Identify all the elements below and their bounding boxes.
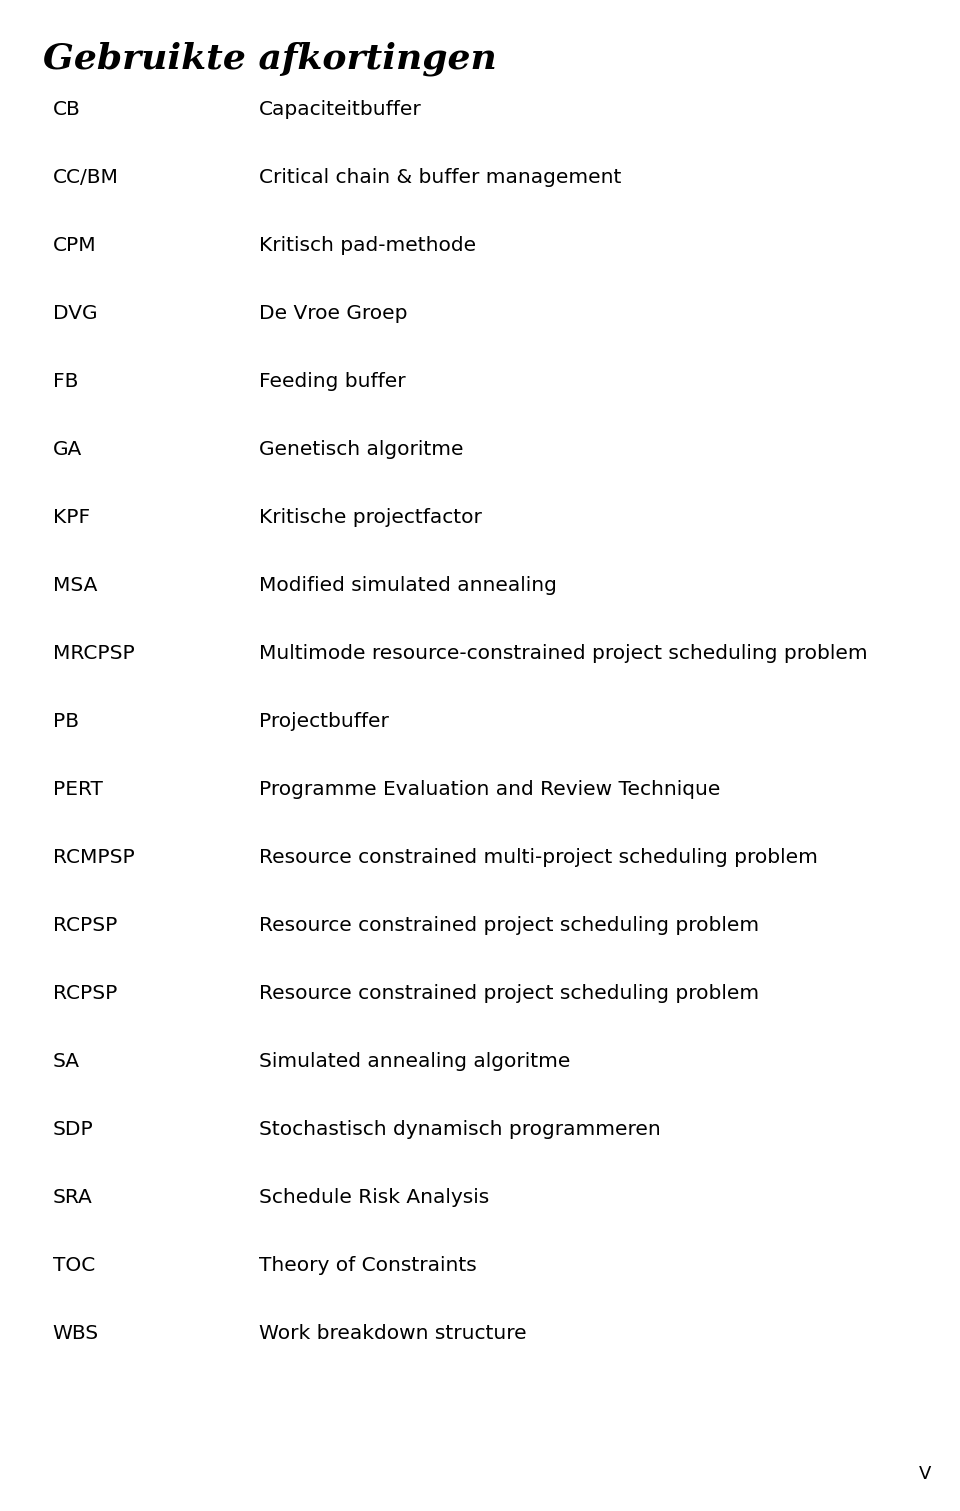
Text: Resource constrained project scheduling problem: Resource constrained project scheduling … [259,916,759,935]
Text: Kritisch pad-methode: Kritisch pad-methode [259,236,476,255]
Text: Critical chain & buffer management: Critical chain & buffer management [259,168,621,187]
Text: DVG: DVG [53,304,97,323]
Text: Programme Evaluation and Review Technique: Programme Evaluation and Review Techniqu… [259,780,721,799]
Text: Capaciteitbuffer: Capaciteitbuffer [259,100,422,119]
Text: Kritische projectfactor: Kritische projectfactor [259,508,482,527]
Text: CB: CB [53,100,81,119]
Text: Theory of Constraints: Theory of Constraints [259,1256,477,1275]
Text: Gebruikte afkortingen: Gebruikte afkortingen [43,42,497,77]
Text: KPF: KPF [53,508,90,527]
Text: PERT: PERT [53,780,103,799]
Text: FB: FB [53,372,78,391]
Text: TOC: TOC [53,1256,95,1275]
Text: RCMPSP: RCMPSP [53,848,134,867]
Text: V: V [919,1466,931,1482]
Text: PB: PB [53,712,79,731]
Text: CPM: CPM [53,236,96,255]
Text: Resource constrained project scheduling problem: Resource constrained project scheduling … [259,984,759,1003]
Text: MRCPSP: MRCPSP [53,644,134,663]
Text: RCPSP: RCPSP [53,984,117,1003]
Text: Genetisch algoritme: Genetisch algoritme [259,440,464,459]
Text: De Vroe Groep: De Vroe Groep [259,304,408,323]
Text: Resource constrained multi-project scheduling problem: Resource constrained multi-project sched… [259,848,818,867]
Text: Work breakdown structure: Work breakdown structure [259,1324,527,1343]
Text: Simulated annealing algoritme: Simulated annealing algoritme [259,1052,570,1071]
Text: CC/BM: CC/BM [53,168,119,187]
Text: Feeding buffer: Feeding buffer [259,372,406,391]
Text: Schedule Risk Analysis: Schedule Risk Analysis [259,1188,490,1207]
Text: SRA: SRA [53,1188,92,1207]
Text: SA: SA [53,1052,80,1071]
Text: SDP: SDP [53,1120,93,1139]
Text: GA: GA [53,440,82,459]
Text: Modified simulated annealing: Modified simulated annealing [259,576,557,595]
Text: Projectbuffer: Projectbuffer [259,712,389,731]
Text: Stochastisch dynamisch programmeren: Stochastisch dynamisch programmeren [259,1120,660,1139]
Text: RCPSP: RCPSP [53,916,117,935]
Text: WBS: WBS [53,1324,99,1343]
Text: MSA: MSA [53,576,97,595]
Text: Multimode resource-constrained project scheduling problem: Multimode resource-constrained project s… [259,644,868,663]
